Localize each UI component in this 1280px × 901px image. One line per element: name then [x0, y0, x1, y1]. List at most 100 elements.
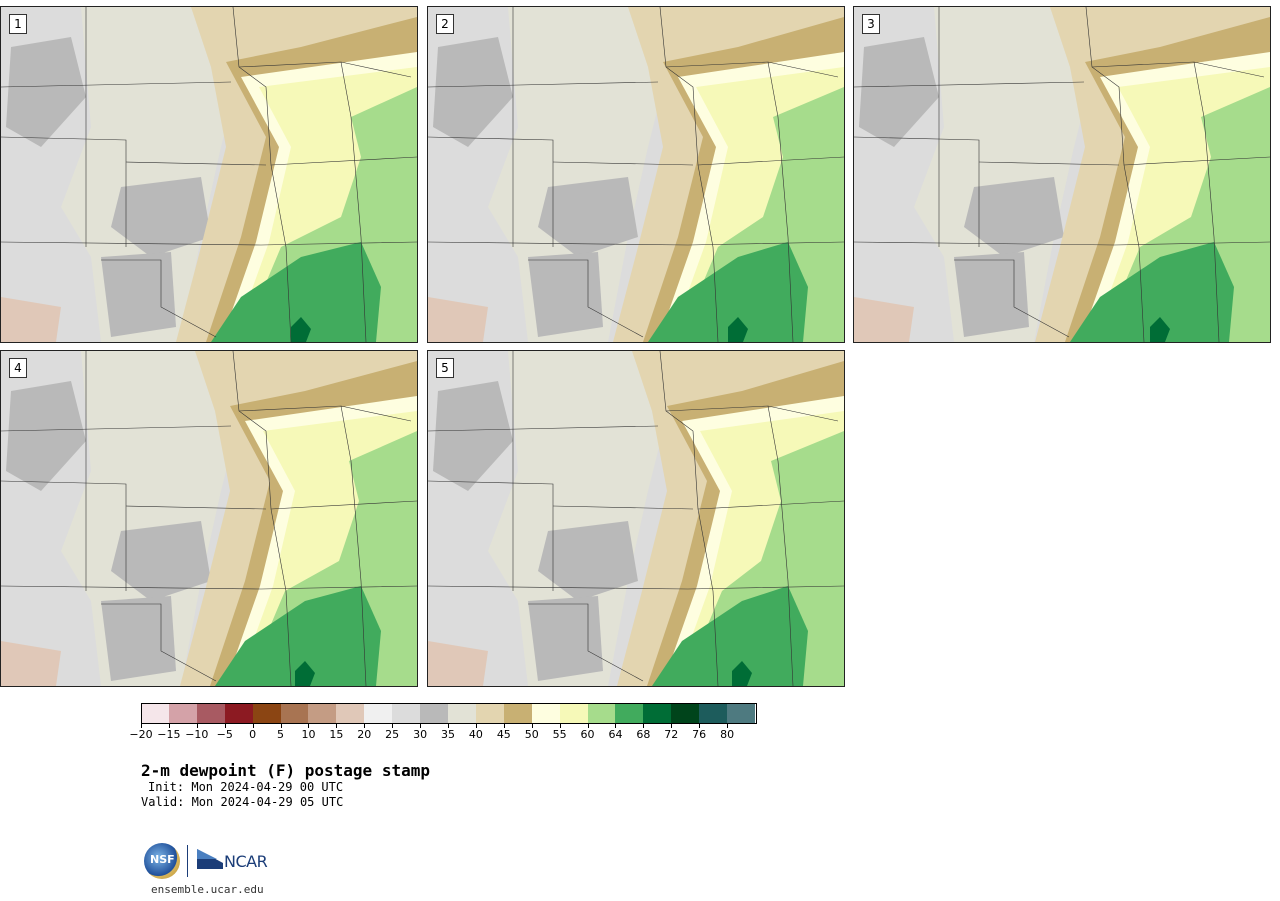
state-border [270, 156, 417, 166]
colorbar-tick-label: 40 [468, 728, 483, 741]
state-border [428, 241, 844, 246]
website-link[interactable]: ensemble.ucar.edu [151, 883, 264, 896]
state-border [125, 505, 267, 510]
state-border [125, 161, 267, 166]
pink-patch [428, 297, 488, 342]
state-border [1, 81, 232, 88]
state-border [428, 585, 844, 590]
pink-patch [428, 641, 488, 686]
panel-label: 5 [436, 358, 454, 378]
state-border [528, 603, 644, 682]
state-border [697, 500, 844, 510]
colorbar-tick-label: 5 [277, 728, 285, 741]
state-border [101, 603, 217, 682]
dewpoint-map-2 [428, 7, 844, 342]
gray-patch [6, 381, 86, 491]
colorbar-tick [671, 724, 673, 728]
colorbar-tick [224, 724, 226, 728]
state-border [854, 81, 1085, 88]
colorbar-tick [531, 724, 533, 728]
green-moist-region [1070, 242, 1234, 342]
colorbar-tick [615, 724, 617, 728]
state-border [854, 241, 1270, 246]
state-border [978, 161, 1120, 166]
postage-stamp-panel-1: 1 [0, 6, 418, 343]
state-border [954, 259, 1070, 338]
colorbar-tick-label: 25 [385, 728, 400, 741]
colorbar-tick-label: 68 [636, 728, 651, 741]
colorbar-tick [475, 724, 477, 728]
colorbar-tick-label: 80 [720, 728, 735, 741]
state-border [340, 61, 367, 342]
colorbar-tick [168, 724, 170, 728]
colorbar-tick-label: 30 [413, 728, 428, 741]
green-moist-region [211, 242, 381, 342]
colorbar-tick [420, 724, 422, 728]
nsf-logo-icon: NSF [144, 843, 180, 879]
state-border [552, 505, 694, 510]
colorbar-tick-label: −15 [157, 728, 181, 741]
state-border [1193, 61, 1220, 342]
colorbar-tick [252, 724, 254, 728]
colorbar-tick [699, 724, 701, 728]
colorbar-tick-label: 20 [357, 728, 372, 741]
postage-stamp-panel-3: 3 [853, 6, 1271, 343]
dark-green-spot [732, 661, 752, 686]
colorbar-tick [559, 724, 561, 728]
colorbar-tick [336, 724, 338, 728]
colorbar-tick-label: 64 [608, 728, 623, 741]
postage-stamp-panel-2: 2 [427, 6, 845, 343]
gray-patch [954, 252, 1029, 337]
dewpoint-map-3 [854, 7, 1270, 342]
state-border [659, 351, 719, 686]
gray-patch [433, 381, 513, 491]
colorbar-tick-label: 15 [329, 728, 344, 741]
state-border [659, 7, 719, 342]
state-border [340, 405, 367, 686]
ncar-logo-icon [197, 849, 223, 869]
colorbar-tick-label: 60 [580, 728, 595, 741]
gray-patch [528, 252, 603, 337]
gray-patch [101, 596, 176, 681]
state-border [528, 259, 644, 338]
pink-patch [1, 297, 61, 342]
gray-patch [101, 252, 176, 337]
colorbar-tick-label: 76 [692, 728, 707, 741]
state-border [1, 480, 127, 591]
state-border [232, 351, 292, 686]
dark-green-spot [291, 317, 311, 342]
init-time: Init: Mon 2024-04-29 00 UTC [148, 780, 344, 794]
pink-patch [1, 641, 61, 686]
colorbar-tick-label: 50 [524, 728, 539, 741]
colorbar-tick [448, 724, 449, 728]
colorbar-tick-label: −10 [185, 728, 209, 741]
gray-patch [111, 177, 211, 257]
dewpoint-map-4 [1, 351, 417, 686]
gray-patch [859, 37, 939, 147]
state-border [552, 161, 694, 166]
postage-stamp-panel-4: 4 [0, 350, 418, 687]
panel-label: 1 [9, 14, 27, 34]
colorbar-frame [141, 703, 757, 724]
panel-label: 2 [436, 14, 454, 34]
gray-patch [528, 596, 603, 681]
colorbar-tick [141, 724, 142, 728]
state-border [1, 425, 232, 432]
sponsor-logos: NSF NCAR [144, 843, 284, 879]
green-moist-region [648, 242, 808, 342]
colorbar-tick-label: 55 [552, 728, 567, 741]
state-border [1, 241, 417, 246]
valid-time: Valid: Mon 2024-04-29 05 UTC [141, 795, 344, 809]
state-border [428, 425, 659, 432]
state-border [767, 405, 794, 686]
gray-patch [111, 521, 211, 601]
colorbar-tick [587, 724, 589, 728]
state-border [767, 61, 794, 342]
logo-divider [187, 845, 188, 877]
pink-patch [854, 297, 914, 342]
panel-label: 3 [862, 14, 880, 34]
state-border [101, 259, 217, 338]
colorbar-tick [280, 724, 282, 728]
dark-green-spot [1150, 317, 1170, 342]
colorbar-tick-label: 72 [664, 728, 679, 741]
